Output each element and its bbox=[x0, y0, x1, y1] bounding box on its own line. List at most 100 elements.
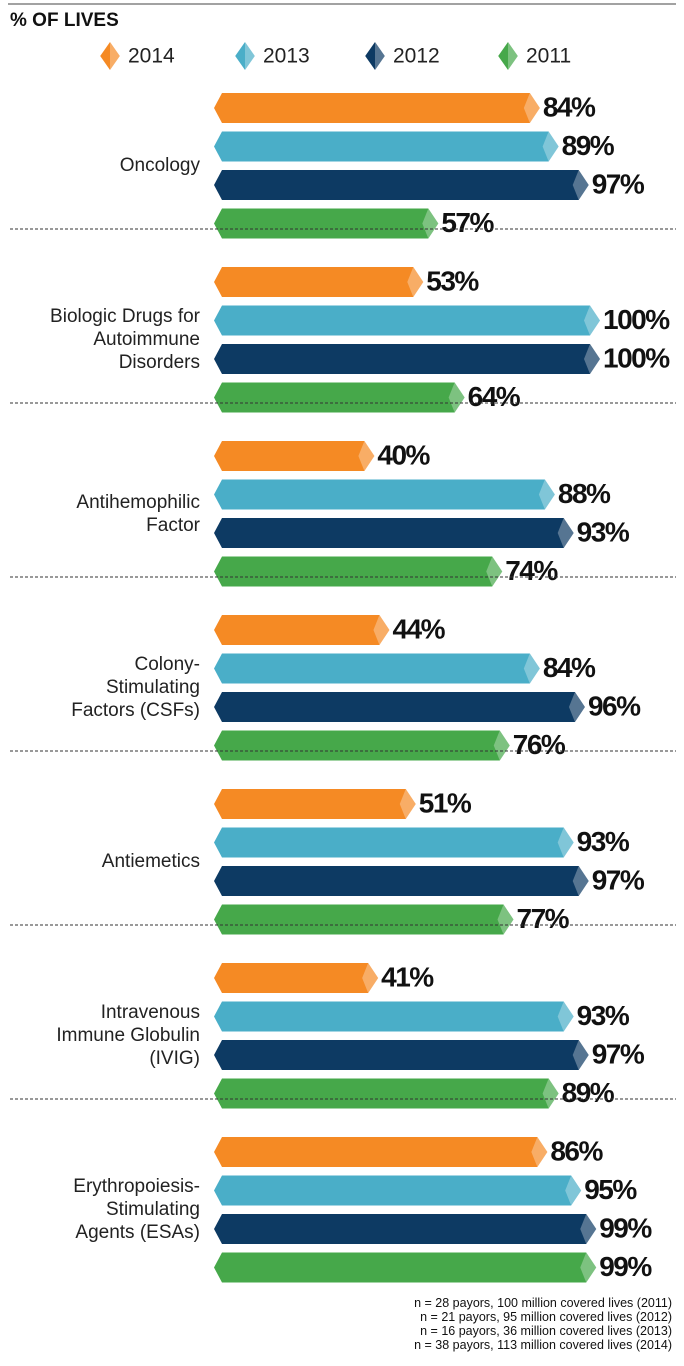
bar-tip bbox=[557, 827, 574, 858]
bar-tip bbox=[572, 866, 589, 896]
value-label: 96% bbox=[588, 690, 641, 721]
value-label: 89% bbox=[562, 130, 615, 161]
bar-tip bbox=[531, 1137, 548, 1167]
category-label: Erythropoiesis-Stimulating Agents (ESAs) bbox=[73, 1176, 200, 1244]
bar-tip bbox=[523, 93, 540, 123]
legend-swatch bbox=[100, 42, 120, 70]
category-label: Antiemetics bbox=[101, 851, 200, 873]
bar bbox=[214, 131, 559, 162]
bar-tip bbox=[572, 1040, 589, 1070]
bar bbox=[214, 866, 589, 896]
footnote: n = 16 payors, 36 million covered lives … bbox=[420, 1324, 672, 1338]
bar-tip bbox=[584, 305, 600, 336]
value-label: 93% bbox=[577, 826, 630, 857]
footnote: n = 21 payors, 95 million covered lives … bbox=[420, 1310, 672, 1324]
value-label: 97% bbox=[592, 864, 645, 895]
legend-swatch bbox=[235, 42, 255, 70]
bar bbox=[214, 615, 390, 645]
value-label: 74% bbox=[505, 555, 558, 586]
legend-swatch bbox=[365, 42, 385, 70]
bar bbox=[214, 344, 600, 374]
value-label: 100% bbox=[603, 304, 670, 335]
bar-tip bbox=[584, 344, 600, 374]
value-label: 51% bbox=[419, 787, 472, 818]
bar-tip bbox=[580, 1252, 597, 1283]
bar bbox=[214, 382, 465, 413]
bar-tip bbox=[542, 1078, 559, 1109]
bar bbox=[214, 1078, 559, 1109]
value-label: 44% bbox=[392, 613, 445, 644]
value-label: 57% bbox=[441, 207, 494, 238]
bar bbox=[214, 730, 510, 761]
legend-label: 2011 bbox=[526, 45, 571, 68]
bar-tip bbox=[407, 267, 424, 297]
bar bbox=[214, 963, 379, 993]
value-label: 93% bbox=[577, 516, 630, 547]
value-label: 99% bbox=[599, 1212, 652, 1243]
bar bbox=[214, 1040, 589, 1070]
value-label: 95% bbox=[584, 1174, 637, 1205]
legend-label: 2012 bbox=[393, 45, 440, 68]
bar bbox=[214, 1214, 597, 1244]
bar bbox=[214, 441, 375, 471]
category-label: Oncology bbox=[119, 155, 200, 177]
value-label: 88% bbox=[558, 478, 611, 509]
value-label: 84% bbox=[543, 91, 596, 122]
bar-tip bbox=[538, 479, 555, 510]
legend-swatch-shade bbox=[508, 42, 518, 70]
bar-tip bbox=[580, 1214, 597, 1244]
bar bbox=[214, 789, 416, 819]
category-label: Intravenous Immune Globulin (IVIG) bbox=[56, 1002, 200, 1070]
bar-tip bbox=[557, 518, 574, 548]
value-label: 64% bbox=[468, 381, 521, 412]
bar-tip bbox=[497, 904, 514, 935]
bar-tip bbox=[362, 963, 379, 993]
bar-tip bbox=[557, 1001, 574, 1032]
bar bbox=[214, 305, 600, 336]
bar bbox=[214, 1252, 597, 1283]
bar-tip bbox=[565, 1175, 582, 1206]
bar-tip bbox=[358, 441, 375, 471]
value-label: 93% bbox=[577, 1000, 630, 1031]
footnote: n = 38 payors, 113 million covered lives… bbox=[414, 1338, 672, 1352]
bar-tip bbox=[523, 653, 540, 684]
bar-tip bbox=[568, 692, 585, 722]
value-label: 97% bbox=[592, 1038, 645, 1069]
bar bbox=[214, 653, 540, 684]
category-label: Colony-Stimulating Factors (CSFs) bbox=[71, 654, 200, 722]
value-label: 84% bbox=[543, 652, 596, 683]
bar bbox=[214, 556, 503, 587]
value-label: 99% bbox=[599, 1251, 652, 1282]
bar bbox=[214, 93, 540, 123]
legend-label: 2014 bbox=[128, 45, 175, 68]
bar bbox=[214, 904, 514, 935]
value-label: 53% bbox=[426, 265, 479, 296]
chart-title: % OF LIVES bbox=[10, 10, 119, 31]
legend-swatch-shade bbox=[245, 42, 255, 70]
bar bbox=[214, 170, 589, 200]
bar bbox=[214, 1001, 574, 1032]
bar-tip bbox=[542, 131, 559, 162]
bar-tip bbox=[422, 208, 439, 239]
bar bbox=[214, 827, 574, 858]
value-label: 40% bbox=[377, 439, 430, 470]
footnote: n = 28 payors, 100 million covered lives… bbox=[414, 1296, 672, 1310]
bar bbox=[214, 267, 424, 297]
value-label: 89% bbox=[562, 1077, 615, 1108]
bar bbox=[214, 208, 439, 239]
bar bbox=[214, 518, 574, 548]
bar-tip bbox=[572, 170, 589, 200]
legend-swatch-shade bbox=[375, 42, 385, 70]
legend-swatch bbox=[498, 42, 518, 70]
legend-label: 2013 bbox=[263, 45, 310, 68]
value-label: 100% bbox=[603, 342, 670, 373]
value-label: 97% bbox=[592, 168, 645, 199]
bar bbox=[214, 479, 555, 510]
bar-tip bbox=[448, 382, 465, 413]
value-label: 76% bbox=[513, 729, 566, 760]
bar bbox=[214, 1175, 582, 1206]
bar bbox=[214, 692, 585, 722]
value-label: 41% bbox=[381, 961, 434, 992]
